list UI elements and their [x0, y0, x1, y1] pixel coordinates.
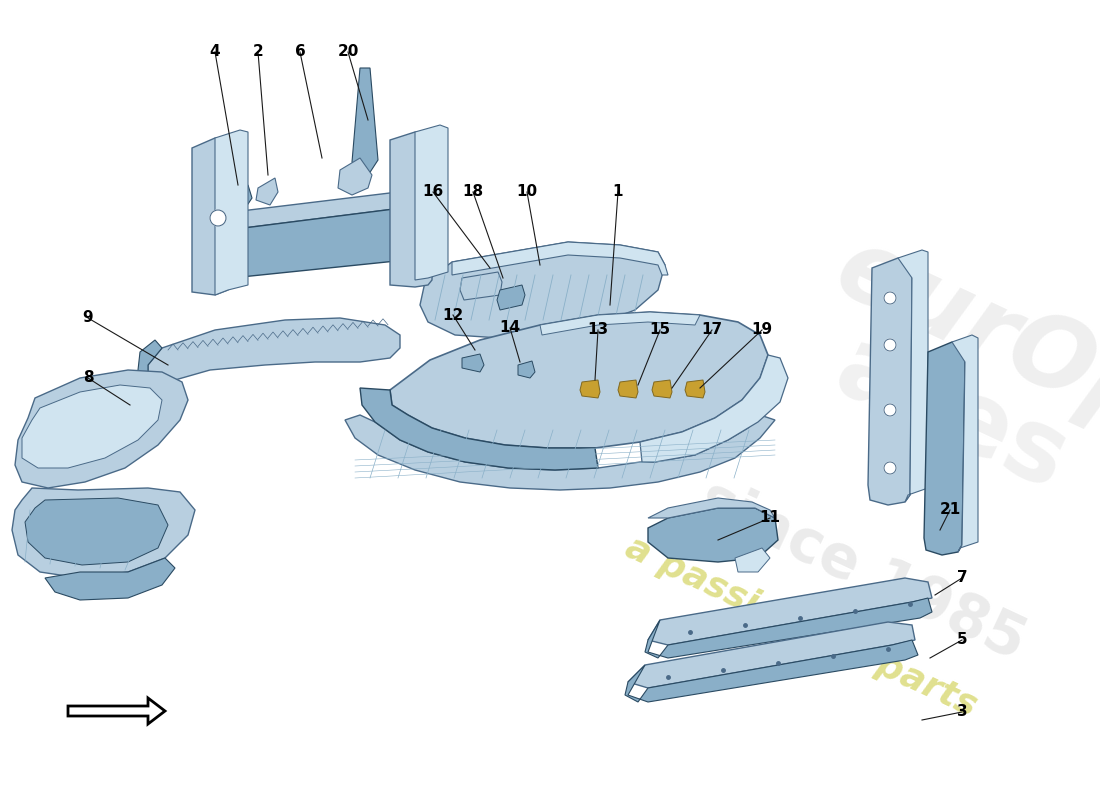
- Circle shape: [884, 292, 896, 304]
- Polygon shape: [25, 498, 168, 565]
- Polygon shape: [15, 370, 188, 488]
- Polygon shape: [214, 130, 248, 295]
- Text: 9: 9: [82, 310, 94, 326]
- Text: 11: 11: [759, 510, 781, 526]
- Text: 10: 10: [516, 185, 538, 199]
- Text: 21: 21: [939, 502, 960, 518]
- Polygon shape: [625, 640, 918, 702]
- Polygon shape: [390, 132, 432, 287]
- Text: 7: 7: [957, 570, 967, 586]
- Polygon shape: [452, 242, 668, 275]
- Circle shape: [884, 404, 896, 416]
- Text: 12: 12: [442, 307, 463, 322]
- Polygon shape: [648, 498, 776, 518]
- Text: 1: 1: [613, 185, 624, 199]
- Polygon shape: [192, 138, 228, 295]
- Polygon shape: [645, 598, 932, 658]
- Polygon shape: [628, 622, 915, 688]
- Polygon shape: [868, 258, 912, 505]
- Text: 14: 14: [499, 321, 520, 335]
- Text: 13: 13: [587, 322, 608, 338]
- Text: 16: 16: [422, 185, 443, 199]
- Polygon shape: [228, 185, 252, 210]
- Polygon shape: [735, 548, 770, 572]
- Text: 18: 18: [462, 185, 484, 199]
- Polygon shape: [45, 558, 175, 600]
- Polygon shape: [460, 272, 502, 300]
- Polygon shape: [338, 158, 372, 195]
- Polygon shape: [12, 488, 195, 578]
- Polygon shape: [640, 355, 788, 462]
- Polygon shape: [208, 208, 428, 280]
- Polygon shape: [402, 195, 428, 260]
- Polygon shape: [648, 508, 778, 562]
- Polygon shape: [648, 578, 932, 645]
- Text: since 1985: since 1985: [690, 470, 1034, 671]
- Polygon shape: [360, 388, 598, 470]
- Text: 3: 3: [957, 705, 967, 719]
- Polygon shape: [22, 385, 162, 468]
- Polygon shape: [518, 361, 535, 378]
- Polygon shape: [420, 242, 666, 338]
- Polygon shape: [924, 342, 965, 555]
- Polygon shape: [652, 380, 672, 398]
- Polygon shape: [685, 380, 705, 398]
- Polygon shape: [415, 125, 448, 280]
- Text: ares: ares: [820, 320, 1082, 511]
- Text: 19: 19: [751, 322, 772, 338]
- Polygon shape: [462, 354, 484, 372]
- Polygon shape: [390, 312, 768, 448]
- Text: 15: 15: [649, 322, 671, 338]
- Polygon shape: [898, 250, 928, 502]
- Polygon shape: [618, 380, 638, 398]
- Polygon shape: [580, 380, 600, 398]
- Polygon shape: [345, 415, 776, 490]
- Text: 4: 4: [210, 45, 220, 59]
- Text: 17: 17: [702, 322, 723, 338]
- Circle shape: [884, 462, 896, 474]
- Text: 5: 5: [957, 633, 967, 647]
- Polygon shape: [256, 178, 278, 205]
- Polygon shape: [540, 312, 700, 335]
- Circle shape: [210, 210, 225, 226]
- Polygon shape: [497, 285, 525, 310]
- Text: a passion for parts: a passion for parts: [620, 530, 982, 723]
- Polygon shape: [68, 698, 165, 724]
- Polygon shape: [138, 340, 162, 398]
- Text: eurOp: eurOp: [820, 220, 1100, 454]
- Text: 6: 6: [295, 45, 306, 59]
- Text: 8: 8: [82, 370, 94, 386]
- Text: 20: 20: [338, 45, 359, 59]
- Text: 2: 2: [253, 45, 263, 59]
- Polygon shape: [352, 68, 378, 180]
- Circle shape: [884, 339, 896, 351]
- Polygon shape: [148, 318, 400, 390]
- Polygon shape: [208, 192, 422, 232]
- Polygon shape: [952, 335, 978, 552]
